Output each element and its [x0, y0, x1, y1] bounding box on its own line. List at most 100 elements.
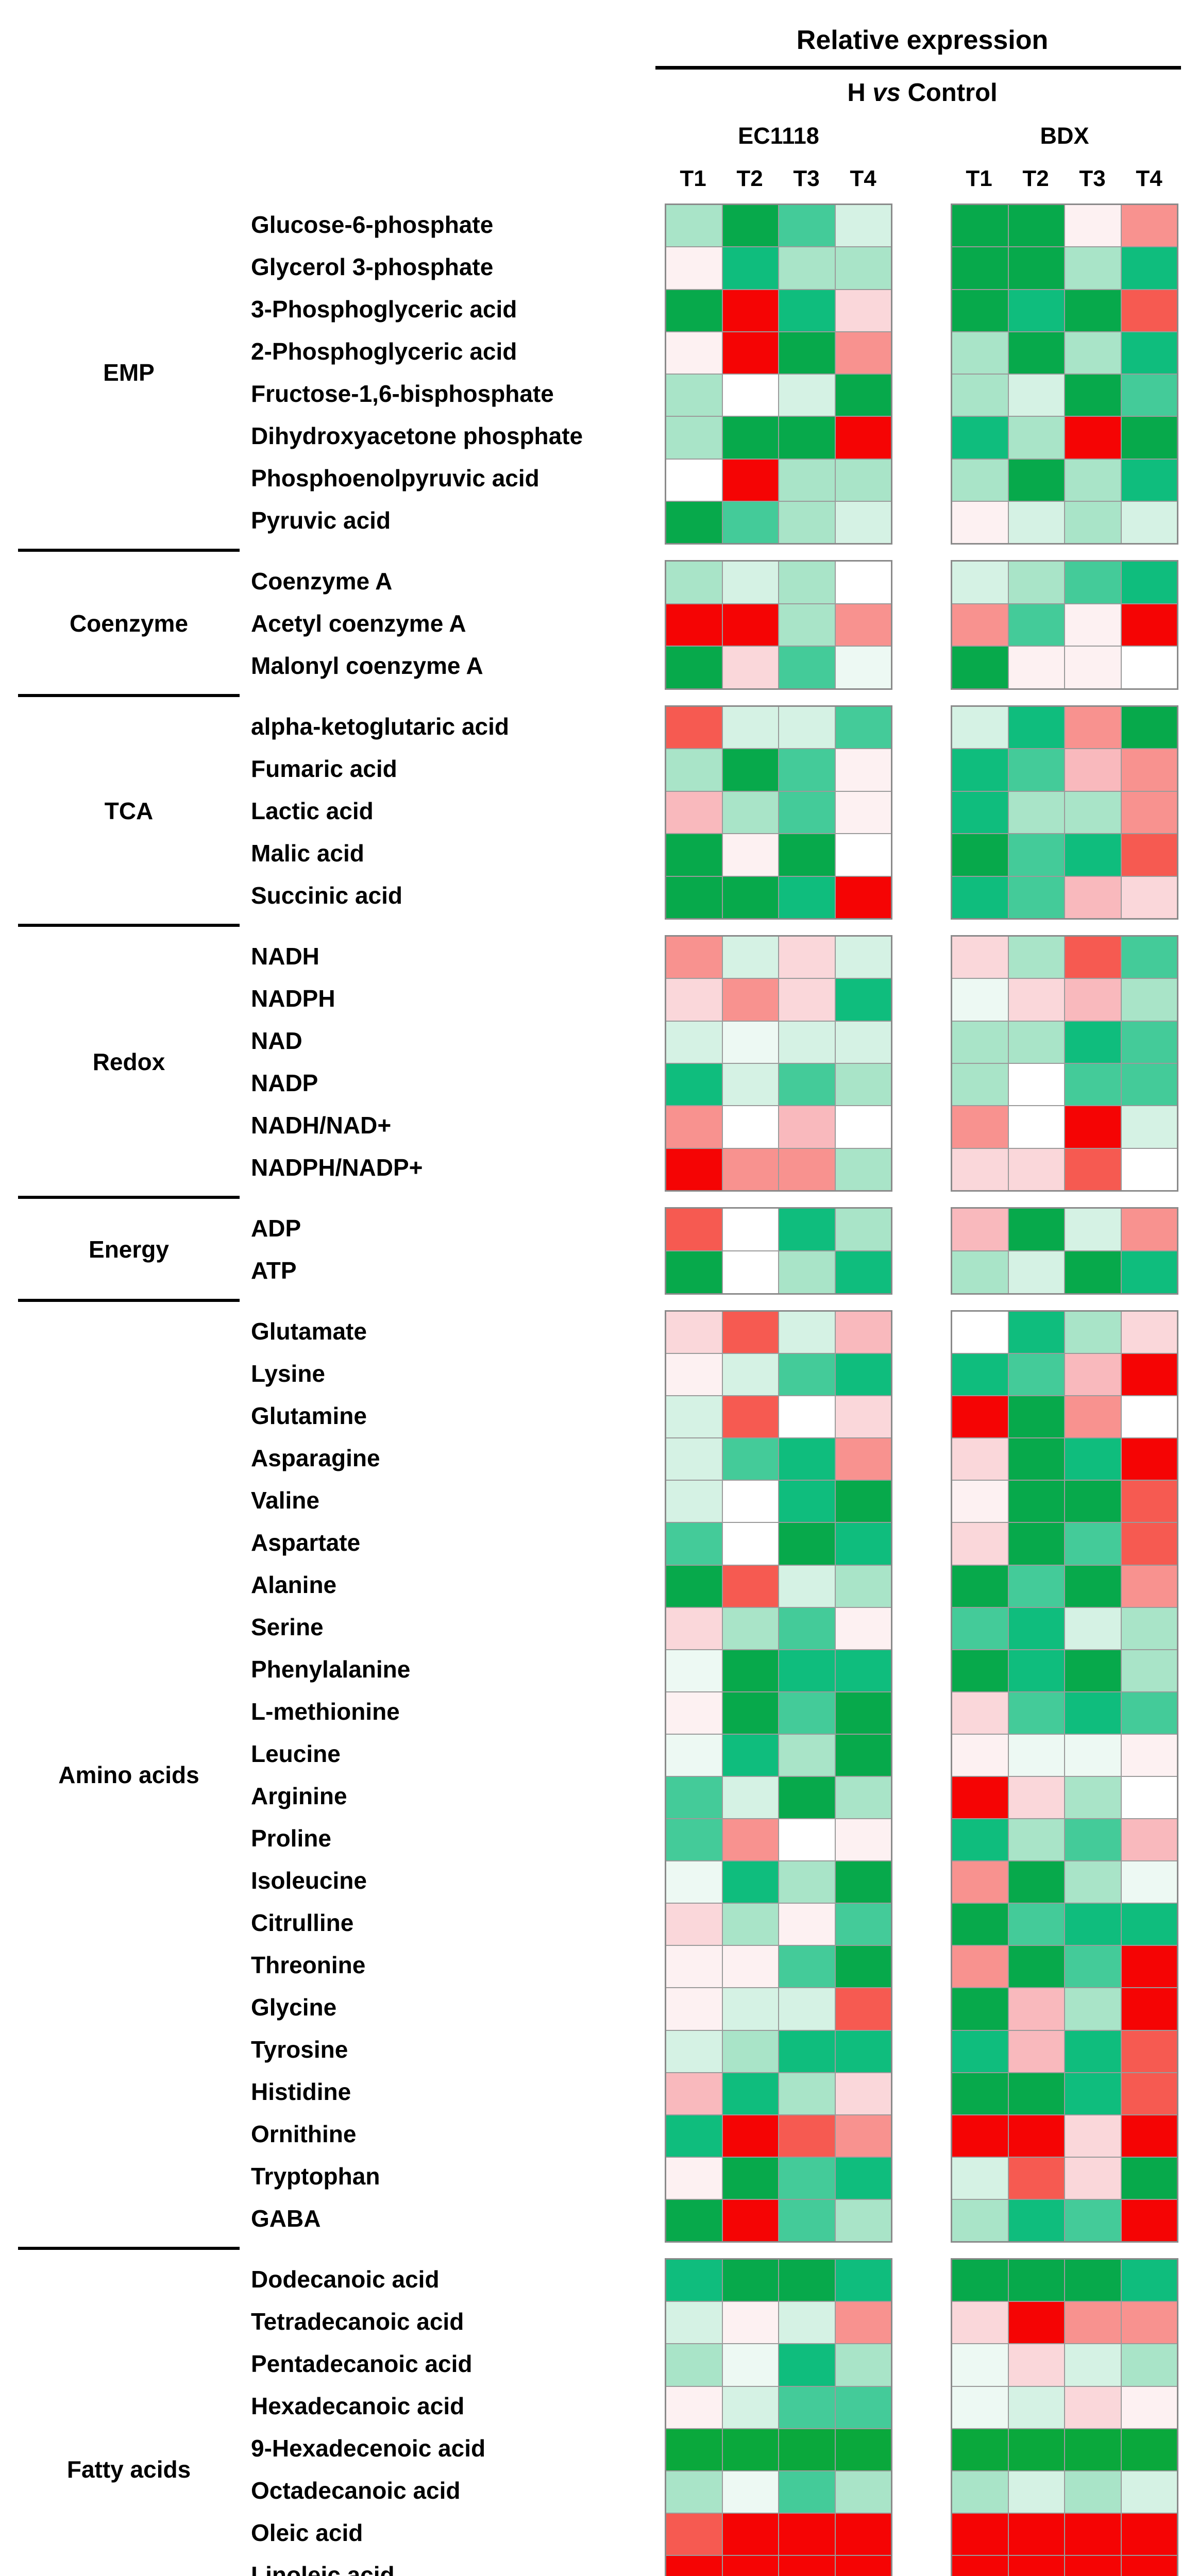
heatmap-cell: [779, 2073, 835, 2114]
heatmap-cell: [952, 2199, 1008, 2241]
heatmap-cell: [835, 2514, 891, 2555]
metabolite-label: Malic acid: [251, 840, 364, 867]
heatmap-cell: [835, 1106, 891, 1148]
heatmap-cell: [1065, 2199, 1121, 2241]
heatmap-cell: [722, 2030, 778, 2072]
heatmap-cell: [722, 876, 778, 918]
heatmap-cell: [779, 2429, 835, 2470]
heatmap-cell: [666, 2260, 722, 2301]
heatmap-cell: [722, 205, 778, 247]
heatmap-cell: [835, 2199, 891, 2241]
heatmap-cell: [1065, 375, 1121, 416]
heatmap-cell: [1121, 1021, 1177, 1063]
heatmap-cell: [1121, 247, 1177, 289]
heatmap-cell: [722, 1396, 778, 1438]
heatmap-cell: [1065, 247, 1121, 289]
heatmap-cell: [722, 2386, 778, 2428]
heatmap-cell: [666, 707, 722, 749]
heatmap-cell: [722, 1904, 778, 1945]
heatmap-cell: [952, 2344, 1008, 2386]
heatmap-cell: [1121, 1064, 1177, 1106]
heatmap-block-EC1118-fatty-acids: [665, 2258, 892, 2576]
heatmap-cell: [952, 332, 1008, 374]
timepoint-label-BDX-T3: T3: [1079, 166, 1106, 191]
heatmap-cell: [1008, 417, 1064, 459]
metabolite-label: NADP: [251, 1070, 318, 1096]
heatmap-cell: [1008, 1312, 1064, 1353]
heatmap-cell: [1008, 937, 1064, 978]
heatmap-cell: [666, 604, 722, 646]
heatmap-block-EC1118-redox: [665, 935, 892, 1192]
heatmap-cell: [952, 1607, 1008, 1649]
heatmap-cell: [1008, 1819, 1064, 1861]
heatmap-block-BDX-amino-acids: [951, 1310, 1178, 2243]
comparison-pre: H: [847, 79, 873, 107]
heatmap-cell: [1121, 2471, 1177, 2513]
metabolite-label: Valine: [251, 1487, 319, 1514]
heatmap-cell: [722, 1946, 778, 1988]
heatmap-cell: [722, 1209, 778, 1250]
metabolite-label: Citrulline: [251, 1909, 354, 1936]
metabolite-label: Phenylalanine: [251, 1656, 411, 1683]
heatmap-cell: [952, 1777, 1008, 1819]
heatmap-cell: [666, 2157, 722, 2199]
heatmap-cell: [779, 417, 835, 459]
heatmap-block-BDX-energy: [951, 1207, 1178, 1295]
heatmap-cell: [666, 459, 722, 501]
metabolite-label: Proline: [251, 1825, 331, 1852]
heatmap-cell: [722, 2199, 778, 2241]
category-divider: [18, 924, 240, 927]
heatmap-cell: [1008, 2302, 1064, 2344]
heatmap-cell: [722, 1523, 778, 1565]
heatmap-cell: [779, 749, 835, 791]
metabolite-label: NADPH: [251, 985, 335, 1012]
metabolite-label: Dihydroxyacetone phosphate: [251, 422, 583, 449]
heatmap-cell: [779, 834, 835, 876]
heatmap-cell: [1008, 1148, 1064, 1190]
heatmap-cell: [779, 1312, 835, 1353]
heatmap-cell: [1121, 1988, 1177, 2030]
heatmap-cell: [666, 332, 722, 374]
metabolite-label: Ornithine: [251, 2121, 357, 2147]
heatmap-cell: [1065, 1861, 1121, 1903]
heatmap-cell: [722, 1021, 778, 1063]
metabolite-label: Coenzyme A: [251, 568, 393, 595]
heatmap-cell: [1121, 417, 1177, 459]
heatmap-cell: [1121, 2302, 1177, 2344]
heatmap-cell: [952, 375, 1008, 416]
heatmap-cell: [835, 1481, 891, 1522]
metabolite-label: NADPH/NADP+: [251, 1154, 423, 1181]
heatmap-cell: [779, 1777, 835, 1819]
heatmap-cell: [1008, 562, 1064, 603]
heatmap-cell: [779, 2260, 835, 2301]
metabolite-label: Tryptophan: [251, 2163, 380, 2190]
heatmap-cell: [1121, 332, 1177, 374]
heatmap-cell: [952, 2429, 1008, 2470]
heatmap-cell: [1121, 1734, 1177, 1776]
metabolite-label: Asparagine: [251, 1445, 380, 1471]
heatmap-cell: [835, 1861, 891, 1903]
heatmap-cell: [722, 834, 778, 876]
heatmap-cell: [1008, 2471, 1064, 2513]
heatmap-cell: [952, 1650, 1008, 1691]
heatmap-cell: [779, 979, 835, 1021]
metabolite-label: Succinic acid: [251, 882, 403, 909]
metabolite-label: alpha-ketoglutaric acid: [251, 713, 510, 740]
heatmap-cell: [1121, 205, 1177, 247]
heatmap-cell: [779, 205, 835, 247]
heatmap-cell: [952, 2302, 1008, 2344]
heatmap-cell: [952, 290, 1008, 331]
heatmap-block-EC1118-coenzyme: [665, 560, 892, 690]
heatmap-cell: [1121, 1650, 1177, 1691]
heatmap-cell: [722, 2302, 778, 2344]
heatmap-cell: [1065, 1650, 1121, 1691]
metabolite-label: Dodecanoic acid: [251, 2266, 440, 2293]
heatmap-cell: [666, 1438, 722, 1480]
heatmap-cell: [722, 1438, 778, 1480]
heatmap-cell: [1008, 1209, 1064, 1250]
heatmap-cell: [1008, 1565, 1064, 1607]
heatmap-cell: [952, 417, 1008, 459]
heatmap-cell: [952, 1354, 1008, 1396]
heatmap-block-EC1118-emp: [665, 204, 892, 545]
